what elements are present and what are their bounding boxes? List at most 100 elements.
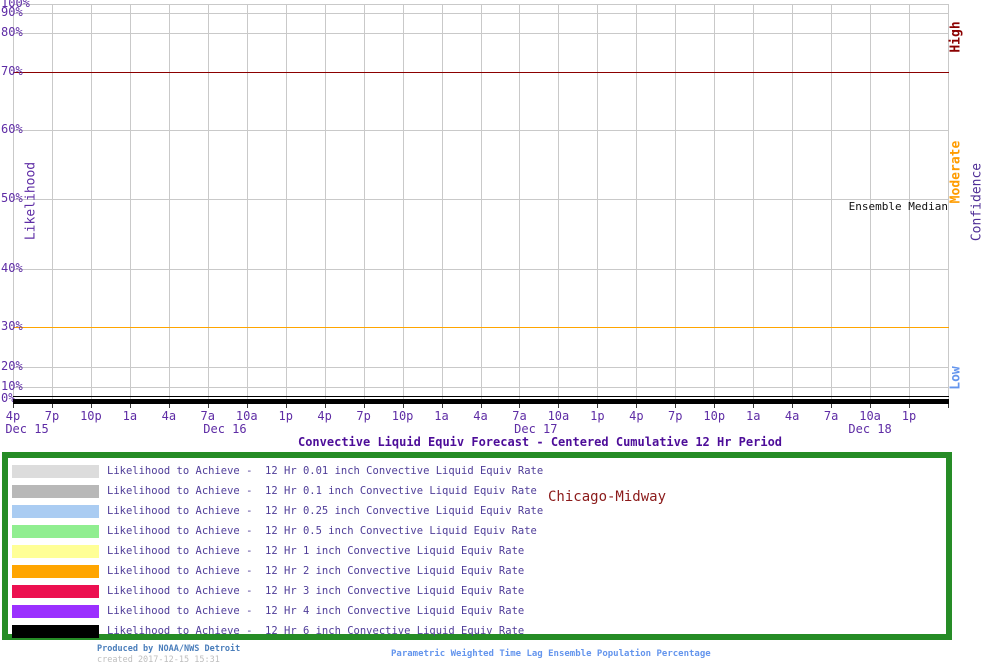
annotation-ensemble-median: Ensemble Median — [848, 200, 948, 213]
zero-band-point-markers — [13, 403, 949, 406]
x-axis-date-label: Dec 15 — [5, 422, 49, 436]
x-axis-tick-mark — [324, 404, 326, 408]
x-axis-tick-label: 10a — [235, 409, 258, 423]
gridline-horizontal — [13, 199, 949, 200]
legend-item-label: Likelihood to Achieve - 12 Hr 2 inch Con… — [107, 564, 525, 577]
x-axis-tick-mark — [597, 404, 599, 408]
series-zero-value-band — [13, 396, 949, 406]
legend-item-label: Likelihood to Achieve - 12 Hr 3 inch Con… — [107, 584, 525, 597]
gridline-vertical — [636, 4, 638, 399]
legend-row: Likelihood to Achieve - 12 Hr 6 inch Con… — [8, 621, 946, 641]
legend-rows: Likelihood to Achieve - 12 Hr 0.01 inch … — [8, 458, 946, 641]
legend-swatch — [12, 584, 99, 598]
gridline-vertical — [402, 4, 404, 399]
x-axis-tick-mark — [90, 404, 92, 408]
x-axis-tick-mark — [792, 404, 794, 408]
gridline-vertical — [246, 4, 248, 399]
gridline-vertical — [948, 4, 949, 399]
x-axis-tick-mark — [870, 404, 872, 408]
y-axis-tick-label: 100% — [1, 0, 30, 10]
reference-line-30pct — [13, 327, 949, 328]
legend-item-label: Likelihood to Achieve - 12 Hr 0.5 inch C… — [107, 524, 537, 537]
x-axis-tick-label: 4a — [473, 409, 488, 423]
gridline-horizontal — [13, 130, 949, 131]
legend-row: Likelihood to Achieve - 12 Hr 0.25 inch … — [8, 501, 946, 521]
x-axis-tick-label: 7p — [668, 409, 683, 423]
zero-band-top-line — [13, 396, 949, 397]
legend-swatch — [12, 604, 99, 618]
footer-created-timestamp: created 2017-12-15 15:31 — [97, 655, 220, 665]
gridline-horizontal — [13, 4, 949, 5]
y-axis-tick-label: 30% — [1, 319, 23, 333]
footer-method-label: Parametric Weighted Time Lag Ensemble Po… — [391, 649, 711, 659]
confidence-band-label-moderate: Moderate — [948, 140, 964, 204]
x-axis-tick-mark — [948, 404, 949, 408]
gridline-vertical — [51, 4, 53, 399]
x-axis-tick-mark — [909, 404, 911, 408]
x-axis-tick-label: 10p — [391, 409, 414, 423]
x-axis-tick-label: 7p — [356, 409, 371, 423]
legend-row: Likelihood to Achieve - 12 Hr 0.1 inch C… — [8, 481, 946, 501]
x-axis-tick-label: 1p — [278, 409, 293, 423]
gridline-vertical — [831, 4, 833, 399]
y-axis-tick-label: 0% — [1, 391, 16, 405]
plot-area — [13, 4, 949, 399]
y-axis-tick-label: 10% — [1, 379, 23, 393]
gridline-horizontal — [13, 269, 949, 270]
x-axis-tick-label: 7a — [200, 409, 216, 423]
y-axis-title: Likelihood — [23, 161, 39, 241]
gridline-horizontal — [13, 13, 949, 14]
x-axis-tick-mark — [441, 404, 443, 408]
x-axis-tick-mark — [285, 404, 287, 408]
x-axis-tick-label: 1a — [434, 409, 449, 423]
legend-swatch — [12, 484, 99, 498]
x-axis-tick-mark — [636, 404, 638, 408]
gridline-vertical — [909, 4, 911, 399]
x-axis-tick-label: 1p — [590, 409, 605, 423]
x-axis-tick-label: 10a — [547, 409, 570, 423]
legend-swatch — [12, 524, 99, 538]
x-axis-tick-label: 7p — [44, 409, 60, 423]
gridline-vertical — [753, 4, 755, 399]
legend-row: Likelihood to Achieve - 12 Hr 4 inch Con… — [8, 601, 946, 621]
y-axis-tick-label: 70% — [1, 64, 23, 78]
gridline-vertical — [207, 4, 209, 399]
legend-row: Likelihood to Achieve - 12 Hr 1 inch Con… — [8, 541, 946, 561]
legend-row: Likelihood to Achieve - 12 Hr 0.5 inch C… — [8, 521, 946, 541]
x-axis-tick-mark — [168, 404, 170, 408]
legend-swatch — [12, 464, 99, 478]
gridline-horizontal — [13, 387, 949, 388]
confidence-band-label-low: Low — [948, 366, 964, 390]
gridline-vertical — [597, 4, 599, 399]
gridline-vertical — [129, 4, 131, 399]
gridline-vertical — [480, 4, 482, 399]
x-axis-tick-mark — [51, 404, 53, 408]
gridline-vertical — [363, 4, 365, 399]
legend-item-label: Likelihood to Achieve - 12 Hr 0.01 inch … — [107, 464, 544, 477]
x-axis-tick-label: 1p — [901, 409, 917, 423]
x-axis-tick-mark — [402, 404, 404, 408]
x-axis-tick-label: 10a — [859, 409, 881, 423]
x-axis-tick-mark — [129, 404, 131, 408]
reference-line-70pct — [13, 72, 949, 73]
x-axis-tick-label: 1a — [122, 409, 138, 423]
x-axis-tick-mark — [480, 404, 482, 408]
x-axis-tick-mark — [13, 404, 14, 408]
gridline-vertical — [714, 4, 716, 399]
x-axis-tick-label: 4a — [161, 409, 177, 423]
y-axis-tick-label: 40% — [1, 261, 23, 275]
x-axis-tick-mark — [519, 404, 521, 408]
legend-item-label: Likelihood to Achieve - 12 Hr 1 inch Con… — [107, 544, 525, 557]
y-axis-tick-label: 90% — [1, 5, 23, 19]
y-axis-tick-label: 50% — [1, 191, 23, 205]
gridline-vertical — [675, 4, 677, 399]
gridline-horizontal — [13, 367, 949, 368]
x-axis-tick-label: 4p — [317, 409, 332, 423]
legend-swatch — [12, 564, 99, 578]
chart-title: Convective Liquid Equiv Forecast - Cente… — [297, 435, 783, 449]
x-axis-tick-label: 4a — [784, 409, 800, 423]
y-axis-tick-label: 20% — [1, 359, 23, 373]
gridline-vertical — [870, 4, 872, 399]
legend-swatch — [12, 504, 99, 518]
